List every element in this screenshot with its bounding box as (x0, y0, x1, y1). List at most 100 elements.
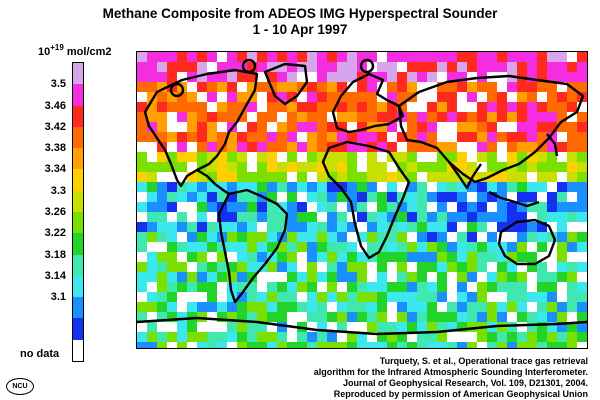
grid-cell (207, 112, 217, 122)
australia-coast (497, 218, 557, 266)
grid-cell (237, 322, 247, 332)
grid-cell (417, 342, 427, 348)
grid-cell (327, 152, 337, 162)
grid-cell (427, 232, 437, 242)
grid-cell (417, 212, 427, 222)
grid-cell (557, 322, 567, 332)
grid-cell (337, 112, 347, 122)
grid-cell (307, 152, 317, 162)
grid-cell (387, 252, 397, 262)
grid-cell (377, 132, 387, 142)
grid-cell (167, 292, 177, 302)
grid-cell (147, 172, 157, 182)
grid-cell (267, 52, 277, 62)
grid-cell (157, 162, 167, 172)
grid-cell (477, 222, 487, 232)
grid-cell (477, 112, 487, 122)
colorbar-swatch (73, 318, 83, 341)
grid-cell (187, 302, 197, 312)
grid-cell (177, 212, 187, 222)
grid-cell (517, 62, 527, 72)
grid-cell (207, 182, 217, 192)
grid-cell (377, 62, 387, 72)
grid-cell (377, 292, 387, 302)
colorbar-unit-label: 10+19 mol/cm2 (38, 43, 112, 58)
grid-cell (487, 252, 497, 262)
grid-cell (227, 52, 237, 62)
grid-cell (237, 112, 247, 122)
grid-cell (197, 132, 207, 142)
grid-cell (387, 202, 397, 212)
grid-cell (577, 332, 587, 342)
grid-cell (467, 302, 477, 312)
grid-cell (517, 192, 527, 202)
colorbar-swatch (73, 63, 83, 85)
grid-cell (537, 332, 547, 342)
grid-cell (537, 232, 547, 242)
grid-cell (337, 312, 347, 322)
grid-cell (257, 292, 267, 302)
citation-line: Journal of Geophysical Research, Vol. 10… (343, 378, 588, 388)
grid-cell (287, 292, 297, 302)
grid-cell (557, 242, 567, 252)
grid-cell (397, 212, 407, 222)
grid-cell (407, 52, 417, 62)
grid-cell (327, 272, 337, 282)
grid-cell (157, 202, 167, 212)
grid-cell (217, 212, 227, 222)
grid-cell (167, 252, 177, 262)
grid-cell (327, 92, 337, 102)
grid-cell (577, 312, 587, 322)
grid-cell (477, 312, 487, 322)
grid-cell (457, 302, 467, 312)
grid-cell (237, 212, 247, 222)
colorbar-no-data-swatch (73, 339, 83, 362)
grid-cell (357, 122, 367, 132)
grid-cell (347, 332, 357, 342)
colorbar-swatch (73, 212, 83, 234)
grid-cell (417, 282, 427, 292)
grid-cell (367, 112, 377, 122)
grid-cell (507, 172, 517, 182)
grid-cell (487, 112, 497, 122)
grid-cell (457, 212, 467, 222)
grid-cell (147, 62, 157, 72)
grid-cell (247, 142, 257, 152)
grid-cell (187, 332, 197, 342)
grid-cell (407, 122, 417, 132)
grid-cell (227, 82, 237, 92)
grid-cell (347, 302, 357, 312)
colorbar (72, 62, 84, 362)
no-data-label: no data (20, 348, 60, 360)
grid-cell (157, 272, 167, 282)
grid-cell (257, 152, 267, 162)
grid-cell (417, 302, 427, 312)
grid-cell (197, 232, 207, 242)
grid-cell (557, 182, 567, 192)
grid-cell (357, 342, 367, 348)
grid-cell (547, 192, 557, 202)
grid-cell (287, 112, 297, 122)
grid-cell (257, 302, 267, 312)
grid-cell (327, 52, 337, 62)
grid-cell (387, 92, 397, 102)
grid-cell (247, 52, 257, 62)
citation-line: Reproduced by permission of American Geo… (333, 389, 588, 399)
grid-cell (467, 322, 477, 332)
grid-cell (457, 282, 467, 292)
grid-cell (387, 222, 397, 232)
grid-cell (157, 82, 167, 92)
grid-cell (537, 222, 547, 232)
grid-cell (547, 62, 557, 72)
grid-cell (367, 292, 377, 302)
grid-cell (457, 82, 467, 92)
citation-line: Turquety, S. et al., Operational trace g… (379, 356, 588, 366)
grid-cell (367, 72, 377, 82)
grid-cell (227, 222, 237, 232)
grid-cell (277, 92, 287, 102)
grid-cell (307, 52, 317, 62)
grid-cell (537, 342, 547, 348)
grid-cell (257, 332, 267, 342)
grid-cell (327, 162, 337, 172)
grid-cell (367, 152, 377, 162)
